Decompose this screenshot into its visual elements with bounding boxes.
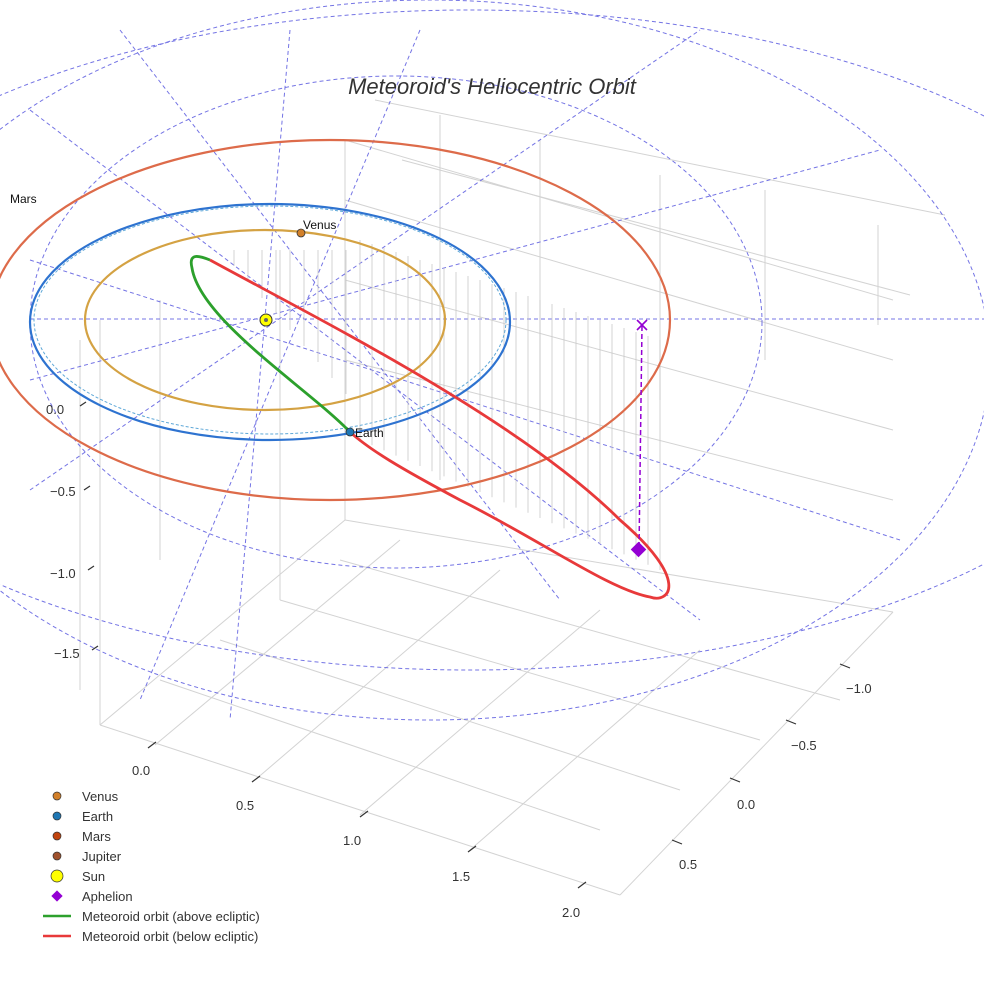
diamond-marker-icon <box>40 889 74 903</box>
legend-item-jupiter[interactable]: Jupiter <box>40 846 260 866</box>
x-tick-1: 0.5 <box>236 798 254 813</box>
legend-item-earth[interactable]: Earth <box>40 806 260 826</box>
grid-line <box>469 649 701 851</box>
grid-line <box>279 599 761 741</box>
legend-label: Meteoroid orbit (below ecliptic) <box>82 928 259 944</box>
y-tick-3: 0.5 <box>679 857 697 872</box>
legend-item-aphelion[interactable]: Aphelion <box>40 886 260 906</box>
grid-line <box>344 139 894 301</box>
legend-label: Earth <box>82 808 114 824</box>
y-axis-ticks: −1.0 −0.5 0.0 0.5 <box>679 681 872 872</box>
y-tick-1: −0.5 <box>791 738 817 753</box>
x-tick-0: 0.0 <box>132 763 150 778</box>
grid-line <box>344 359 894 501</box>
earth-orbit <box>28 202 512 442</box>
earth-marker <box>345 427 355 437</box>
guide-line <box>229 29 291 721</box>
x-axis-ticks: 0.0 0.5 1.0 1.5 2.0 <box>132 763 580 920</box>
aphelion-drop-line <box>638 325 643 551</box>
grid-line <box>344 279 894 431</box>
legend: Venus Earth Mars Jupiter Sun Aphelion Me… <box>40 786 260 946</box>
guide-line <box>29 259 901 541</box>
x-tick-4: 2.0 <box>562 905 580 920</box>
mars-orbit <box>0 138 671 502</box>
legend-label: Venus <box>82 788 119 804</box>
guide-ellipse <box>0 0 984 721</box>
guide-line <box>119 29 561 601</box>
mars-label: Mars <box>10 192 37 206</box>
legend-item-venus[interactable]: Venus <box>40 786 260 806</box>
meteoroid-orbit-above <box>189 255 352 433</box>
z-axis-ticks: 0.0 −0.5 −1.0 −1.5 <box>46 402 80 661</box>
guide-line <box>29 29 701 491</box>
z-tick-3: −1.5 <box>54 646 80 661</box>
earth-label: Earth <box>355 426 384 440</box>
y-tick-0: −1.0 <box>846 681 872 696</box>
guide-ellipse <box>29 75 763 569</box>
grid-lines <box>79 99 946 896</box>
grid-line <box>619 611 894 896</box>
earth-orbit-shadow <box>33 205 507 435</box>
grid-line <box>254 569 501 781</box>
legend-item-mars[interactable]: Mars <box>40 826 260 846</box>
venus-orbit <box>83 228 447 412</box>
grid-line <box>374 99 946 216</box>
sun-center-dot <box>264 318 268 322</box>
aphelion-projection-marker <box>636 319 648 331</box>
venus-marker <box>296 228 306 238</box>
meteoroid-orbit-below <box>209 258 671 600</box>
tick-marks <box>79 401 851 889</box>
legend-item-orbit-below[interactable]: Meteoroid orbit (below ecliptic) <box>40 926 260 946</box>
grid-line <box>99 519 346 726</box>
grid-line <box>339 559 841 701</box>
venus-label: Venus <box>303 218 336 232</box>
grid-line <box>159 679 601 831</box>
legend-item-orbit-above[interactable]: Meteoroid orbit (above ecliptic) <box>40 906 260 926</box>
grid-line <box>154 539 401 746</box>
z-tick-2: −1.0 <box>50 566 76 581</box>
grid-line <box>344 199 894 361</box>
circle-marker-icon <box>40 829 74 843</box>
legend-label: Sun <box>82 868 106 884</box>
legend-item-sun[interactable]: Sun <box>40 866 260 886</box>
circle-marker-icon <box>40 809 74 823</box>
legend-label: Mars <box>82 828 111 844</box>
circle-marker-icon <box>40 869 74 883</box>
x-tick-2: 1.0 <box>343 833 361 848</box>
chart-title: Meteoroid's Heliocentric Orbit <box>348 74 636 99</box>
guide-line <box>29 109 701 621</box>
legend-label: Jupiter <box>82 848 122 864</box>
circle-marker-icon <box>40 849 74 863</box>
legend-label: Aphelion <box>82 888 133 904</box>
grid-line <box>344 519 894 613</box>
guide-line <box>29 149 881 381</box>
x-tick-3: 1.5 <box>452 869 470 884</box>
grid-line <box>401 159 911 296</box>
grid-line <box>359 609 601 816</box>
guide-ellipse <box>0 9 984 671</box>
grid-line <box>219 639 681 791</box>
line-marker-icon <box>40 929 74 943</box>
legend-label: Meteoroid orbit (above ecliptic) <box>82 908 260 924</box>
grid-line <box>99 724 621 896</box>
line-marker-icon <box>40 909 74 923</box>
y-tick-2: 0.0 <box>737 797 755 812</box>
aphelion-marker <box>630 541 647 558</box>
z-tick-0: 0.0 <box>46 402 64 417</box>
circle-marker-icon <box>40 789 74 803</box>
z-tick-1: −0.5 <box>50 484 76 499</box>
